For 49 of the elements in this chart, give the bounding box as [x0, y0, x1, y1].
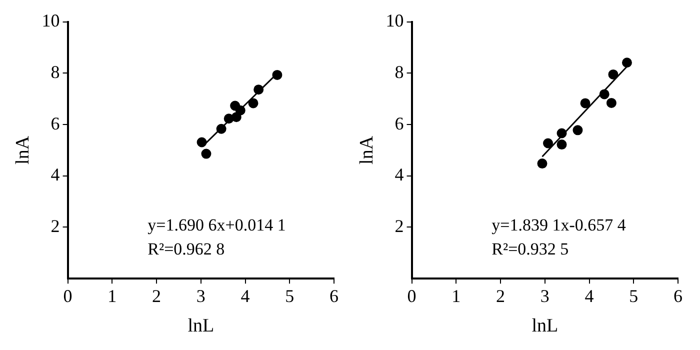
- x-tick-label: 3: [540, 286, 550, 306]
- point: [556, 128, 567, 138]
- x-tick-label: 4: [584, 286, 594, 306]
- x-tick-label: 2: [152, 286, 162, 306]
- x-tick-label: 5: [285, 286, 294, 306]
- y-tick-label: 10: [386, 10, 404, 31]
- point: [216, 124, 226, 134]
- x-tick-label: 6: [674, 286, 682, 306]
- point: [543, 138, 554, 148]
- x-axis-title: lnL: [532, 316, 558, 337]
- y-tick-label: 8: [50, 62, 60, 82]
- x-axis-title: lnL: [188, 316, 214, 337]
- point: [608, 69, 618, 80]
- point: [622, 58, 632, 68]
- y-tick-label: 6: [50, 113, 60, 134]
- x-tick-label: 4: [240, 286, 250, 306]
- point: [556, 140, 567, 150]
- point: [572, 125, 583, 136]
- x-tick-label: 1: [108, 286, 117, 306]
- annotation: R²=0.932 5: [492, 240, 569, 259]
- point: [580, 98, 590, 108]
- point: [599, 89, 610, 100]
- y-tick-label: 4: [50, 164, 60, 185]
- point: [196, 137, 207, 148]
- x-tick-label: 0: [63, 286, 72, 306]
- point: [235, 105, 246, 116]
- x-tick-label: 0: [407, 286, 416, 306]
- y-tick-label: 8: [394, 62, 404, 82]
- y-axis-title: lnA: [12, 136, 34, 164]
- annotation: R²=0.962 8: [148, 240, 225, 259]
- y-tick-label: 4: [394, 164, 404, 185]
- y-tick-label: 2: [394, 216, 404, 236]
- point: [272, 70, 282, 80]
- x-tick-label: 3: [196, 286, 206, 306]
- annotation: y=1.839 1x-0.657 4: [492, 216, 626, 235]
- point: [254, 84, 264, 95]
- point: [537, 158, 548, 169]
- y-tick-label: 2: [50, 216, 60, 236]
- x-tick-label: 5: [629, 286, 638, 306]
- y-tick-label: 10: [42, 10, 60, 31]
- point: [606, 98, 616, 108]
- y-axis-title: lnA: [356, 136, 378, 164]
- point: [248, 98, 258, 108]
- y-tick-label: 6: [394, 113, 404, 134]
- point: [201, 148, 212, 159]
- annotation: y=1.690 6x+0.014 1: [148, 216, 286, 235]
- x-tick-label: 2: [496, 286, 506, 306]
- x-tick-label: 6: [330, 286, 338, 306]
- x-tick-label: 1: [452, 286, 461, 306]
